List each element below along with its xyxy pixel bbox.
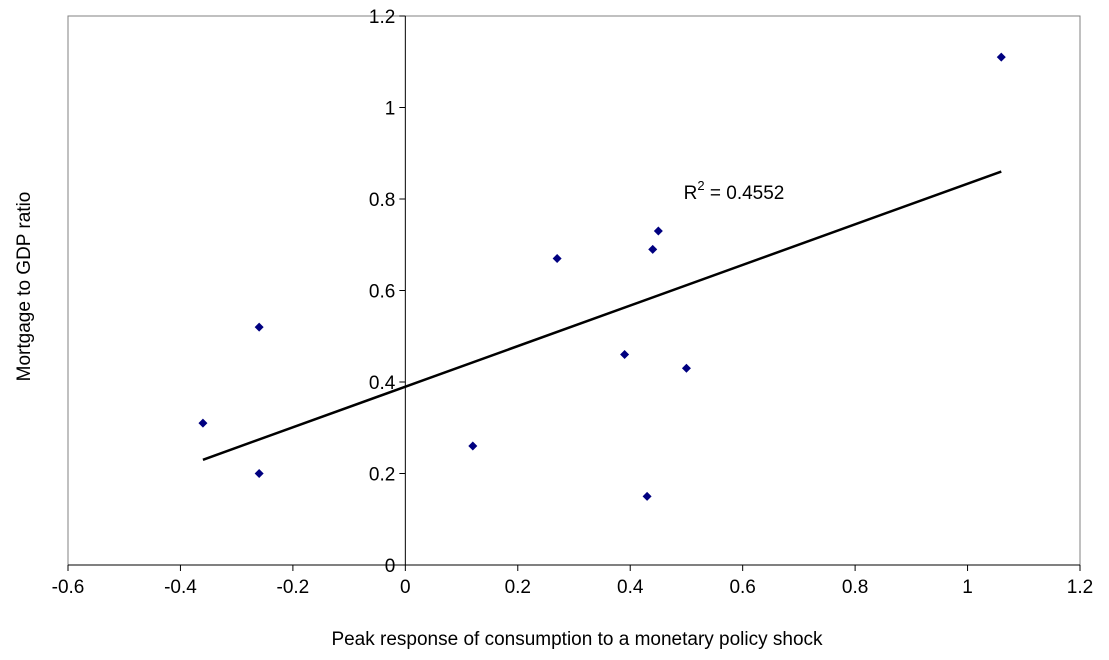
y-tick-label: 1.2 — [369, 7, 395, 28]
data-point — [996, 52, 1006, 62]
data-points — [198, 52, 1006, 501]
x-axis-title: Peak response of consumption to a moneta… — [331, 629, 823, 650]
y-tick-label: 1 — [385, 99, 396, 120]
x-tick-label: -0.2 — [277, 577, 310, 598]
y-tick-label: 0.4 — [369, 373, 396, 394]
data-point — [198, 418, 208, 428]
data-point — [642, 491, 652, 501]
y-axis-title: Mortgage to GDP ratio — [14, 192, 35, 382]
y-tick-label: 0.8 — [369, 190, 395, 211]
r-squared-letter: R — [684, 183, 698, 204]
x-tick-label: 0 — [400, 577, 411, 598]
x-tick-label: 0.2 — [505, 577, 531, 598]
data-point — [653, 226, 663, 236]
data-point — [648, 244, 658, 254]
data-point — [681, 363, 691, 373]
x-tick-label: -0.6 — [52, 577, 85, 598]
x-axis-ticks: -0.6 -0.4 -0.2 0 0.2 0.4 0.6 0.8 1 1.2 — [52, 565, 1093, 598]
y-tick-label: 0.2 — [369, 465, 395, 486]
y-tick-label: 0.6 — [369, 282, 395, 303]
data-point — [552, 253, 562, 263]
r-squared-value: = 0.4552 — [705, 183, 785, 204]
data-point — [620, 350, 630, 360]
axes — [68, 16, 1080, 566]
x-tick-label: 0.4 — [617, 577, 644, 598]
x-tick-label: 1 — [962, 577, 973, 598]
y-tick-label: 0 — [385, 556, 396, 577]
data-point — [468, 441, 478, 451]
r-squared-superscript: 2 — [697, 178, 704, 193]
x-tick-label: 0.8 — [842, 577, 868, 598]
trendline — [202, 170, 1002, 461]
x-tick-label: -0.4 — [164, 577, 197, 598]
x-tick-label: 0.6 — [729, 577, 755, 598]
data-point — [254, 469, 264, 478]
x-tick-label: 1.2 — [1067, 577, 1093, 598]
r-squared-annotation: R2 = 0.4552 — [684, 178, 785, 204]
y-axis-ticks: 0 0.2 0.4 0.6 0.8 1 1.2 — [369, 7, 406, 577]
data-point — [254, 322, 264, 332]
plot-frame — [67, 15, 1081, 566]
